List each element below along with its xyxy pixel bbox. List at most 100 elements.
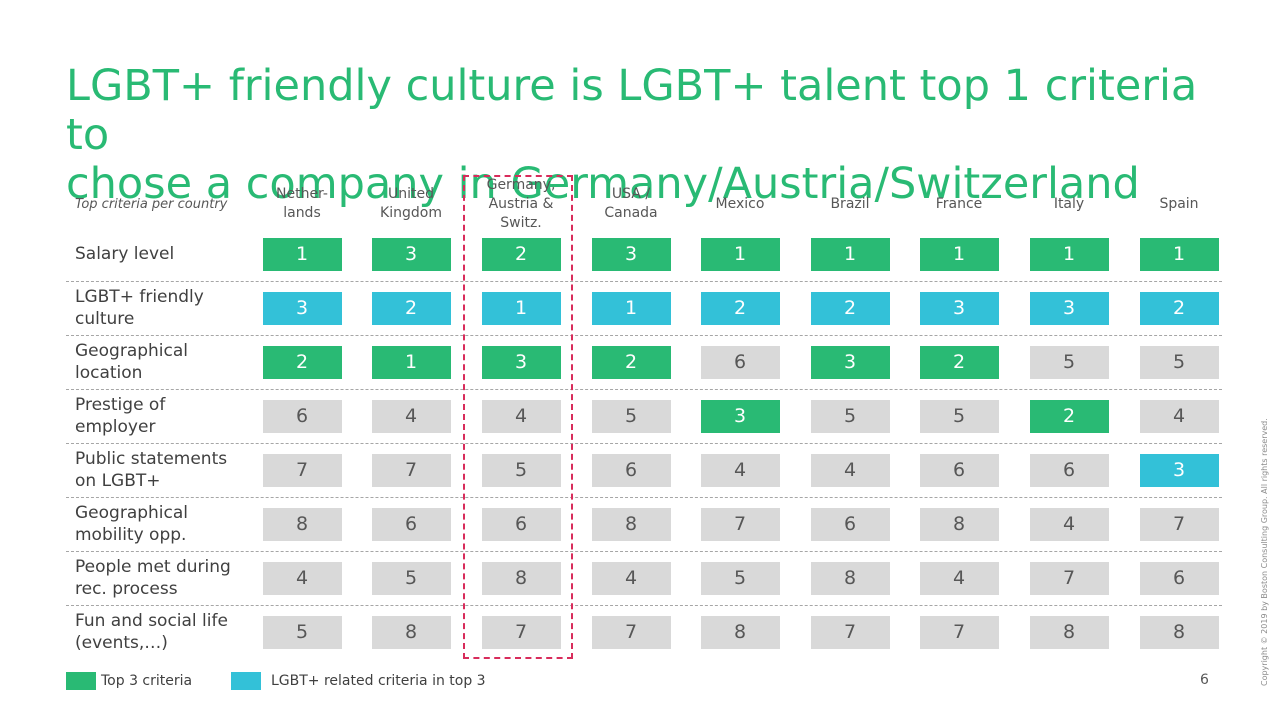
rank-cell: 6 [371, 507, 451, 541]
row-separator [66, 335, 1222, 336]
rank-cell: 4 [1139, 399, 1219, 433]
rank-cell: 5 [1029, 345, 1109, 379]
rank-cell: 1 [1029, 237, 1109, 271]
rank-cell: 3 [919, 291, 999, 325]
rank-cell: 4 [1029, 507, 1109, 541]
column-header-brazil: Brazil [830, 195, 870, 212]
rank-cell: 8 [1139, 615, 1219, 649]
column-header-united-kingdom: United Kingdom [380, 186, 442, 221]
rank-cell: 7 [262, 453, 342, 487]
slide-title: LGBT+ friendly culture is LGBT+ talent t… [66, 61, 1198, 209]
rank-cell: 1 [262, 237, 342, 271]
row-separator [66, 497, 1222, 498]
rank-cell: 1 [810, 237, 890, 271]
highlight-frame-germany [463, 175, 573, 659]
copyright-note: Copyright © 2019 by Boston Consulting Gr… [1260, 418, 1269, 686]
rank-cell: 3 [262, 291, 342, 325]
rank-cell: 3 [1029, 291, 1109, 325]
column-header-mexico: Mexico [715, 195, 765, 212]
rank-cell: 4 [919, 561, 999, 595]
rank-cell: 1 [371, 345, 451, 379]
rank-cell: 5 [919, 399, 999, 433]
rank-cell: 5 [1139, 345, 1219, 379]
rank-cell: 4 [591, 561, 671, 595]
row-separator [66, 389, 1222, 390]
rank-cell: 5 [262, 615, 342, 649]
rank-cell: 2 [481, 237, 561, 271]
rank-cell: 5 [810, 399, 890, 433]
rank-cell: 7 [1139, 507, 1219, 541]
rank-cell: 7 [371, 453, 451, 487]
rank-cell: 5 [591, 399, 671, 433]
rank-cell: 8 [262, 507, 342, 541]
rank-cell: 3 [810, 345, 890, 379]
rank-cell: 2 [1139, 291, 1219, 325]
rank-cell: 5 [700, 561, 780, 595]
rank-cell: 8 [919, 507, 999, 541]
rank-cell: 1 [591, 291, 671, 325]
column-header-france: France [935, 195, 983, 212]
rank-cell: 4 [810, 453, 890, 487]
row-label-fun-and-social-life-events: Fun and social life (events,…) [75, 611, 228, 653]
rank-cell: 6 [810, 507, 890, 541]
rank-cell: 1 [1139, 237, 1219, 271]
rank-cell: 2 [919, 345, 999, 379]
rank-cell: 8 [810, 561, 890, 595]
rank-cell: 6 [262, 399, 342, 433]
rank-cell: 8 [1029, 615, 1109, 649]
rank-cell: 2 [262, 345, 342, 379]
column-header-spain: Spain [1159, 195, 1199, 212]
row-label-lgbt-friendly-culture: LGBT+ friendly culture [75, 287, 204, 329]
rank-cell: 7 [591, 615, 671, 649]
row-separator [66, 551, 1222, 552]
rank-cell: 3 [700, 399, 780, 433]
page-number: 6 [1200, 672, 1209, 688]
legend-label-lgbt: LGBT+ related criteria in top 3 [271, 673, 486, 689]
rank-cell: 6 [700, 345, 780, 379]
rank-cell: 3 [1139, 453, 1219, 487]
rank-cell: 7 [1029, 561, 1109, 595]
rank-cell: 8 [591, 507, 671, 541]
rank-cell: 3 [371, 237, 451, 271]
rank-cell: 8 [481, 561, 561, 595]
rank-cell: 6 [591, 453, 671, 487]
rank-cell: 1 [919, 237, 999, 271]
column-header-nether-lands: Nether- lands [276, 186, 328, 221]
rank-cell: 6 [481, 507, 561, 541]
rank-cell: 3 [591, 237, 671, 271]
row-separator [66, 443, 1222, 444]
rank-cell: 7 [810, 615, 890, 649]
row-label-salary-level: Salary level [75, 244, 175, 264]
rank-cell: 2 [591, 345, 671, 379]
rank-cell: 2 [810, 291, 890, 325]
rank-cell: 6 [1139, 561, 1219, 595]
legend-swatch-top3 [66, 672, 96, 690]
column-header-germany-austria-switz: Germany, Austria & Switz. [486, 176, 556, 231]
rank-cell: 4 [262, 561, 342, 595]
rank-cell: 1 [700, 237, 780, 271]
rank-cell: 2 [700, 291, 780, 325]
rank-cell: 8 [371, 615, 451, 649]
legend-swatch-lgbt [231, 672, 261, 690]
row-header-label: Top criteria per country [75, 196, 228, 212]
rank-cell: 6 [1029, 453, 1109, 487]
rank-cell: 2 [1029, 399, 1109, 433]
row-label-geographical-mobility-opp: Geographical mobility opp. [75, 503, 189, 545]
rank-cell: 4 [700, 453, 780, 487]
rank-cell: 7 [481, 615, 561, 649]
row-label-geographical-location: Geographical location [75, 341, 189, 383]
rank-cell: 7 [919, 615, 999, 649]
rank-cell: 4 [371, 399, 451, 433]
rank-cell: 2 [371, 291, 451, 325]
row-separator [66, 605, 1222, 606]
rank-cell: 1 [481, 291, 561, 325]
rank-cell: 5 [481, 453, 561, 487]
row-label-prestige-of-employer: Prestige of employer [75, 395, 166, 437]
column-header-italy: Italy [1053, 195, 1085, 212]
row-label-public-statements-on-lgbt: Public statements on LGBT+ [75, 449, 228, 491]
row-label-people-met-during-rec-process: People met during rec. process [75, 557, 231, 599]
rank-cell: 6 [919, 453, 999, 487]
rank-cell: 4 [481, 399, 561, 433]
row-separator [66, 281, 1222, 282]
rank-cell: 3 [481, 345, 561, 379]
